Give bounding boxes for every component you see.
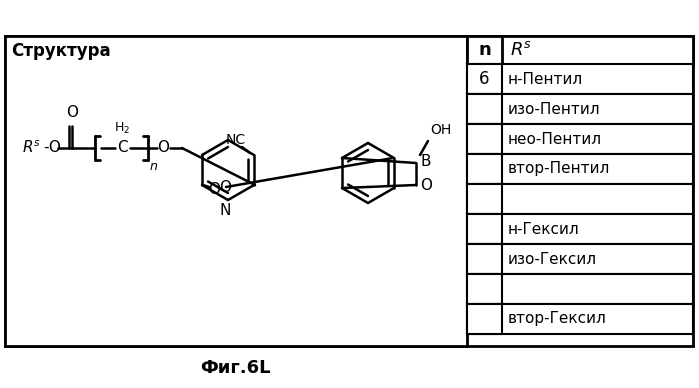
Bar [467, 94, 502, 124]
Text: $R^s$: $R^s$ [510, 41, 532, 59]
Bar [467, 154, 693, 184]
Bar [467, 64, 502, 94]
Bar [467, 214, 502, 244]
Text: B: B [420, 154, 431, 168]
Bar [467, 304, 502, 334]
Text: N: N [219, 203, 231, 218]
Text: H$_2$: H$_2$ [114, 121, 130, 136]
Text: n: n [478, 41, 491, 59]
Bar [467, 214, 693, 244]
Bar [467, 274, 693, 304]
Text: нео-Пентил: нео-Пентил [508, 132, 602, 147]
Bar [467, 94, 693, 124]
Text: n: n [150, 160, 158, 173]
Bar [467, 184, 693, 214]
Text: н-Гексил: н-Гексил [508, 222, 579, 237]
Text: Структура: Структура [11, 42, 110, 60]
Text: Фиг.6L: Фиг.6L [200, 359, 271, 377]
Bar [467, 154, 502, 184]
Text: н-Пентил: н-Пентил [508, 71, 583, 87]
Bar [5, 36, 467, 346]
Text: втор-Пентил: втор-Пентил [508, 161, 610, 177]
Text: O: O [219, 180, 231, 194]
Text: O: O [66, 105, 78, 120]
Bar [467, 124, 693, 154]
Text: O: O [157, 140, 169, 156]
Bar [5, 36, 693, 346]
Text: изо-Гексил: изо-Гексил [508, 251, 597, 267]
Bar [467, 274, 502, 304]
Text: -O: -O [43, 140, 61, 156]
Text: NC: NC [226, 133, 246, 147]
Text: O: O [420, 177, 432, 192]
Text: C: C [117, 140, 127, 156]
Bar [467, 244, 502, 274]
Bar [467, 36, 502, 64]
Text: 6: 6 [480, 70, 490, 88]
Bar [467, 304, 693, 334]
Bar [467, 64, 693, 94]
Bar [467, 36, 693, 64]
Text: OH: OH [430, 123, 452, 137]
Bar [467, 124, 502, 154]
Text: $\mathit{R^s}$: $\mathit{R^s}$ [22, 140, 41, 156]
Bar [467, 184, 502, 214]
Text: O: O [208, 182, 220, 196]
Text: втор-Гексил: втор-Гексил [508, 312, 607, 326]
Text: изо-Пентил: изо-Пентил [508, 102, 600, 116]
Bar [467, 244, 693, 274]
